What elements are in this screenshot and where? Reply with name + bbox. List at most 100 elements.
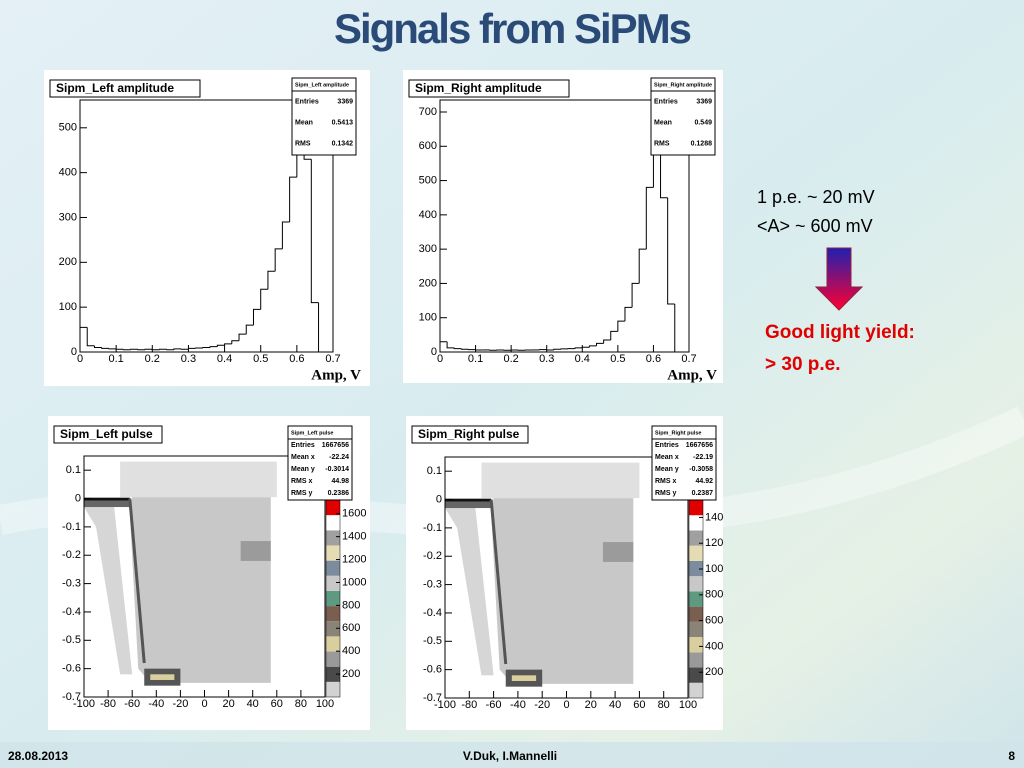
density-bottom — [511, 675, 537, 681]
x-tick-label: 80 — [295, 698, 307, 710]
stats-label: Mean y — [655, 466, 679, 473]
histogram-bin — [86, 327, 95, 347]
stats-value: -0.3058 — [689, 466, 713, 473]
palette-cell — [326, 606, 340, 622]
footer-date: 28.08.2013 — [8, 749, 68, 763]
palette-cell — [689, 591, 703, 607]
z-tick-label: 400 — [342, 645, 360, 657]
palette-cell — [689, 500, 703, 516]
stats-box — [287, 425, 353, 501]
stats-value: 0.2387 — [692, 490, 714, 497]
histogram-bin — [638, 248, 647, 284]
note: <A> ~ 600 mV — [757, 216, 873, 236]
x-tick-label: -80 — [100, 698, 116, 710]
y-tick-label: 400 — [59, 167, 77, 179]
x-tick-label: 0.4 — [575, 353, 590, 365]
palette-cell — [689, 667, 703, 683]
stats-label: RMS x — [291, 478, 313, 485]
histogram-bin — [252, 308, 261, 326]
palette-cell — [689, 530, 703, 546]
stats-title: Sipm_Right pulse — [655, 430, 701, 436]
y-tick-label: -0.3 — [62, 577, 81, 589]
x-tick-label: 0.7 — [681, 353, 696, 365]
histogram-bin — [281, 221, 290, 249]
palette-cell — [689, 652, 703, 668]
y-tick-label: -0.4 — [62, 606, 81, 618]
density-core — [84, 497, 130, 501]
x-tick-label: 0.2 — [145, 353, 160, 365]
y-tick-label: -0.4 — [423, 607, 442, 619]
y-tick-label: 0 — [431, 346, 437, 358]
highlight: Good light yield: — [765, 322, 915, 343]
chart-title-box — [411, 425, 529, 444]
stats-label: Entries — [295, 98, 319, 105]
y-tick-label: -0.2 — [423, 550, 442, 562]
histogram-bin — [588, 345, 597, 348]
histogram-bin — [645, 186, 654, 250]
palette-cell — [326, 666, 340, 682]
histogram-bin — [289, 176, 297, 222]
x-tick-label: 0.7 — [325, 353, 340, 365]
highlight: > 30 p.e. — [765, 354, 841, 375]
z-tick-label: 1200 — [342, 553, 366, 565]
palette-cell — [326, 500, 340, 516]
histogram-bin — [624, 306, 633, 322]
heatmap-density — [445, 462, 640, 687]
palette-cell — [326, 515, 340, 531]
z-tick-label: 1400 — [705, 511, 729, 523]
x-tick-label: 0 — [563, 699, 569, 711]
density-core — [84, 500, 130, 508]
plot-frame — [439, 99, 690, 353]
y-tick-label: -0.6 — [423, 664, 442, 676]
y-tick-label: -0.2 — [62, 549, 81, 561]
y-tick-label: -0.5 — [62, 634, 81, 646]
z-tick-label: 1200 — [705, 537, 729, 549]
x-tick-label: 100 — [679, 699, 697, 711]
histogram-bin — [631, 282, 640, 308]
palette-cell — [689, 560, 703, 577]
z-tick-label: 1000 — [705, 563, 729, 575]
chart-title-box — [49, 79, 201, 98]
palette-cell — [689, 682, 703, 698]
stats-label: RMS — [295, 140, 311, 147]
z-tick-label: 600 — [705, 615, 723, 627]
y-tick-label: -0.1 — [423, 522, 442, 534]
y-tick-label: 100 — [419, 312, 437, 324]
stats-value: 0.1288 — [691, 140, 713, 147]
stats-title: Sipm_Right amplitude — [654, 82, 712, 88]
stats-value: 0.1342 — [332, 140, 354, 147]
x-axis-label: Amp, V — [667, 367, 717, 383]
histogram-bin — [446, 341, 455, 349]
histogram-bin — [231, 340, 240, 344]
y-tick-label: 400 — [419, 209, 437, 221]
stats-value: 44.92 — [695, 478, 713, 485]
histogram-bin — [553, 348, 561, 350]
stats-value: -22.24 — [329, 454, 349, 461]
palette-cell — [689, 576, 703, 592]
y-tick-label: -0.7 — [62, 691, 81, 703]
x-tick-label: 0.3 — [539, 353, 554, 365]
palette-cell — [689, 515, 703, 531]
stats-label: Entries — [291, 442, 315, 449]
histogram-bin — [596, 342, 604, 346]
y-tick-label: 500 — [419, 174, 437, 186]
chart-title: Sipm_Right pulse — [418, 427, 520, 441]
z-tick-label: 1000 — [342, 576, 366, 588]
z-tick-label: 400 — [705, 640, 723, 652]
density-top — [481, 462, 640, 499]
histogram-bin — [453, 347, 462, 350]
x-tick-label: 0.5 — [610, 353, 625, 365]
palette-cell — [326, 530, 340, 546]
x-tick-label: 100 — [316, 698, 334, 710]
density-light — [129, 497, 271, 683]
y-tick-label: 200 — [59, 256, 77, 268]
histogram-bin — [238, 333, 247, 341]
histogram-bin — [260, 288, 268, 310]
stats-label: RMS y — [655, 490, 677, 497]
x-tick-label: 0 — [201, 698, 207, 710]
chart-title: Sipm_Left amplitude — [56, 81, 174, 95]
density-top — [120, 461, 277, 498]
histogram-bin — [216, 344, 225, 347]
y-tick-label: -0.3 — [423, 578, 442, 590]
x-tick-label: 0.1 — [108, 353, 123, 365]
